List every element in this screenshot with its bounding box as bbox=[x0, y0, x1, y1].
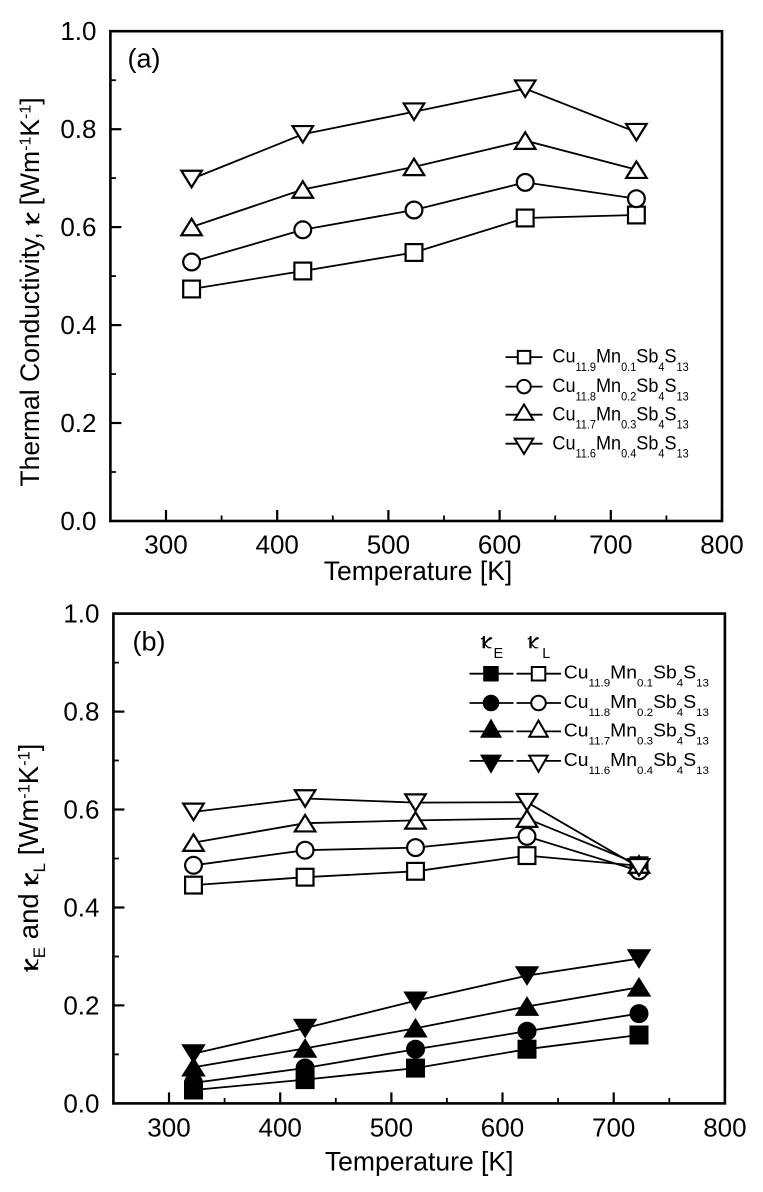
svg-text:L: L bbox=[542, 646, 550, 662]
svg-text:Temperature [K]: Temperature [K] bbox=[324, 556, 513, 586]
svg-text:300: 300 bbox=[147, 1113, 190, 1143]
svg-text:500: 500 bbox=[367, 530, 410, 560]
svg-text:0.8: 0.8 bbox=[60, 114, 96, 144]
svg-text:0.0: 0.0 bbox=[60, 506, 96, 536]
svg-text:(a): (a) bbox=[128, 44, 161, 74]
svg-text:Cu11.7Mn0.3Sb4S13: Cu11.7Mn0.3Sb4S13 bbox=[552, 403, 688, 432]
svg-text:300: 300 bbox=[144, 530, 187, 560]
svg-text:800: 800 bbox=[700, 530, 743, 560]
svg-text:Cu11.6Mn0.4Sb4S13: Cu11.6Mn0.4Sb4S13 bbox=[564, 750, 709, 777]
svg-text:600: 600 bbox=[478, 530, 521, 560]
svg-text:Cu11.8Mn0.2Sb4S13: Cu11.8Mn0.2Sb4S13 bbox=[564, 692, 709, 719]
svg-text:and: and bbox=[13, 893, 44, 939]
svg-text:0.4: 0.4 bbox=[60, 310, 96, 340]
svg-text:Cu11.9Mn0.1Sb4S13: Cu11.9Mn0.1Sb4S13 bbox=[564, 663, 709, 690]
svg-text:0.2: 0.2 bbox=[60, 408, 96, 438]
svg-text:400: 400 bbox=[256, 530, 299, 560]
svg-text:(b): (b) bbox=[133, 627, 166, 657]
svg-text:0.4: 0.4 bbox=[63, 893, 99, 923]
svg-text:0.0: 0.0 bbox=[63, 1088, 99, 1118]
svg-text:E: E bbox=[494, 646, 504, 662]
svg-text:1.0: 1.0 bbox=[63, 599, 99, 629]
svg-text:0.6: 0.6 bbox=[63, 795, 99, 825]
svg-text:E: E bbox=[30, 947, 49, 958]
svg-text:700: 700 bbox=[592, 1113, 635, 1143]
svg-text:700: 700 bbox=[589, 530, 632, 560]
svg-text:0.2: 0.2 bbox=[63, 990, 99, 1020]
svg-text:Thermal Conductivity,: Thermal Conductivity, bbox=[15, 232, 45, 486]
svg-text:0.8: 0.8 bbox=[63, 697, 99, 727]
svg-text:800: 800 bbox=[703, 1113, 746, 1143]
svg-text:1.0: 1.0 bbox=[60, 16, 96, 46]
svg-text:Temperature [K]: Temperature [K] bbox=[325, 1147, 514, 1177]
svg-text:Cu11.8Mn0.2Sb4S13: Cu11.8Mn0.2Sb4S13 bbox=[552, 375, 688, 404]
svg-text:L: L bbox=[30, 863, 49, 872]
svg-text:0.6: 0.6 bbox=[60, 212, 96, 242]
svg-text:500: 500 bbox=[370, 1113, 413, 1143]
svg-text:400: 400 bbox=[259, 1113, 302, 1143]
svg-text:600: 600 bbox=[481, 1113, 524, 1143]
